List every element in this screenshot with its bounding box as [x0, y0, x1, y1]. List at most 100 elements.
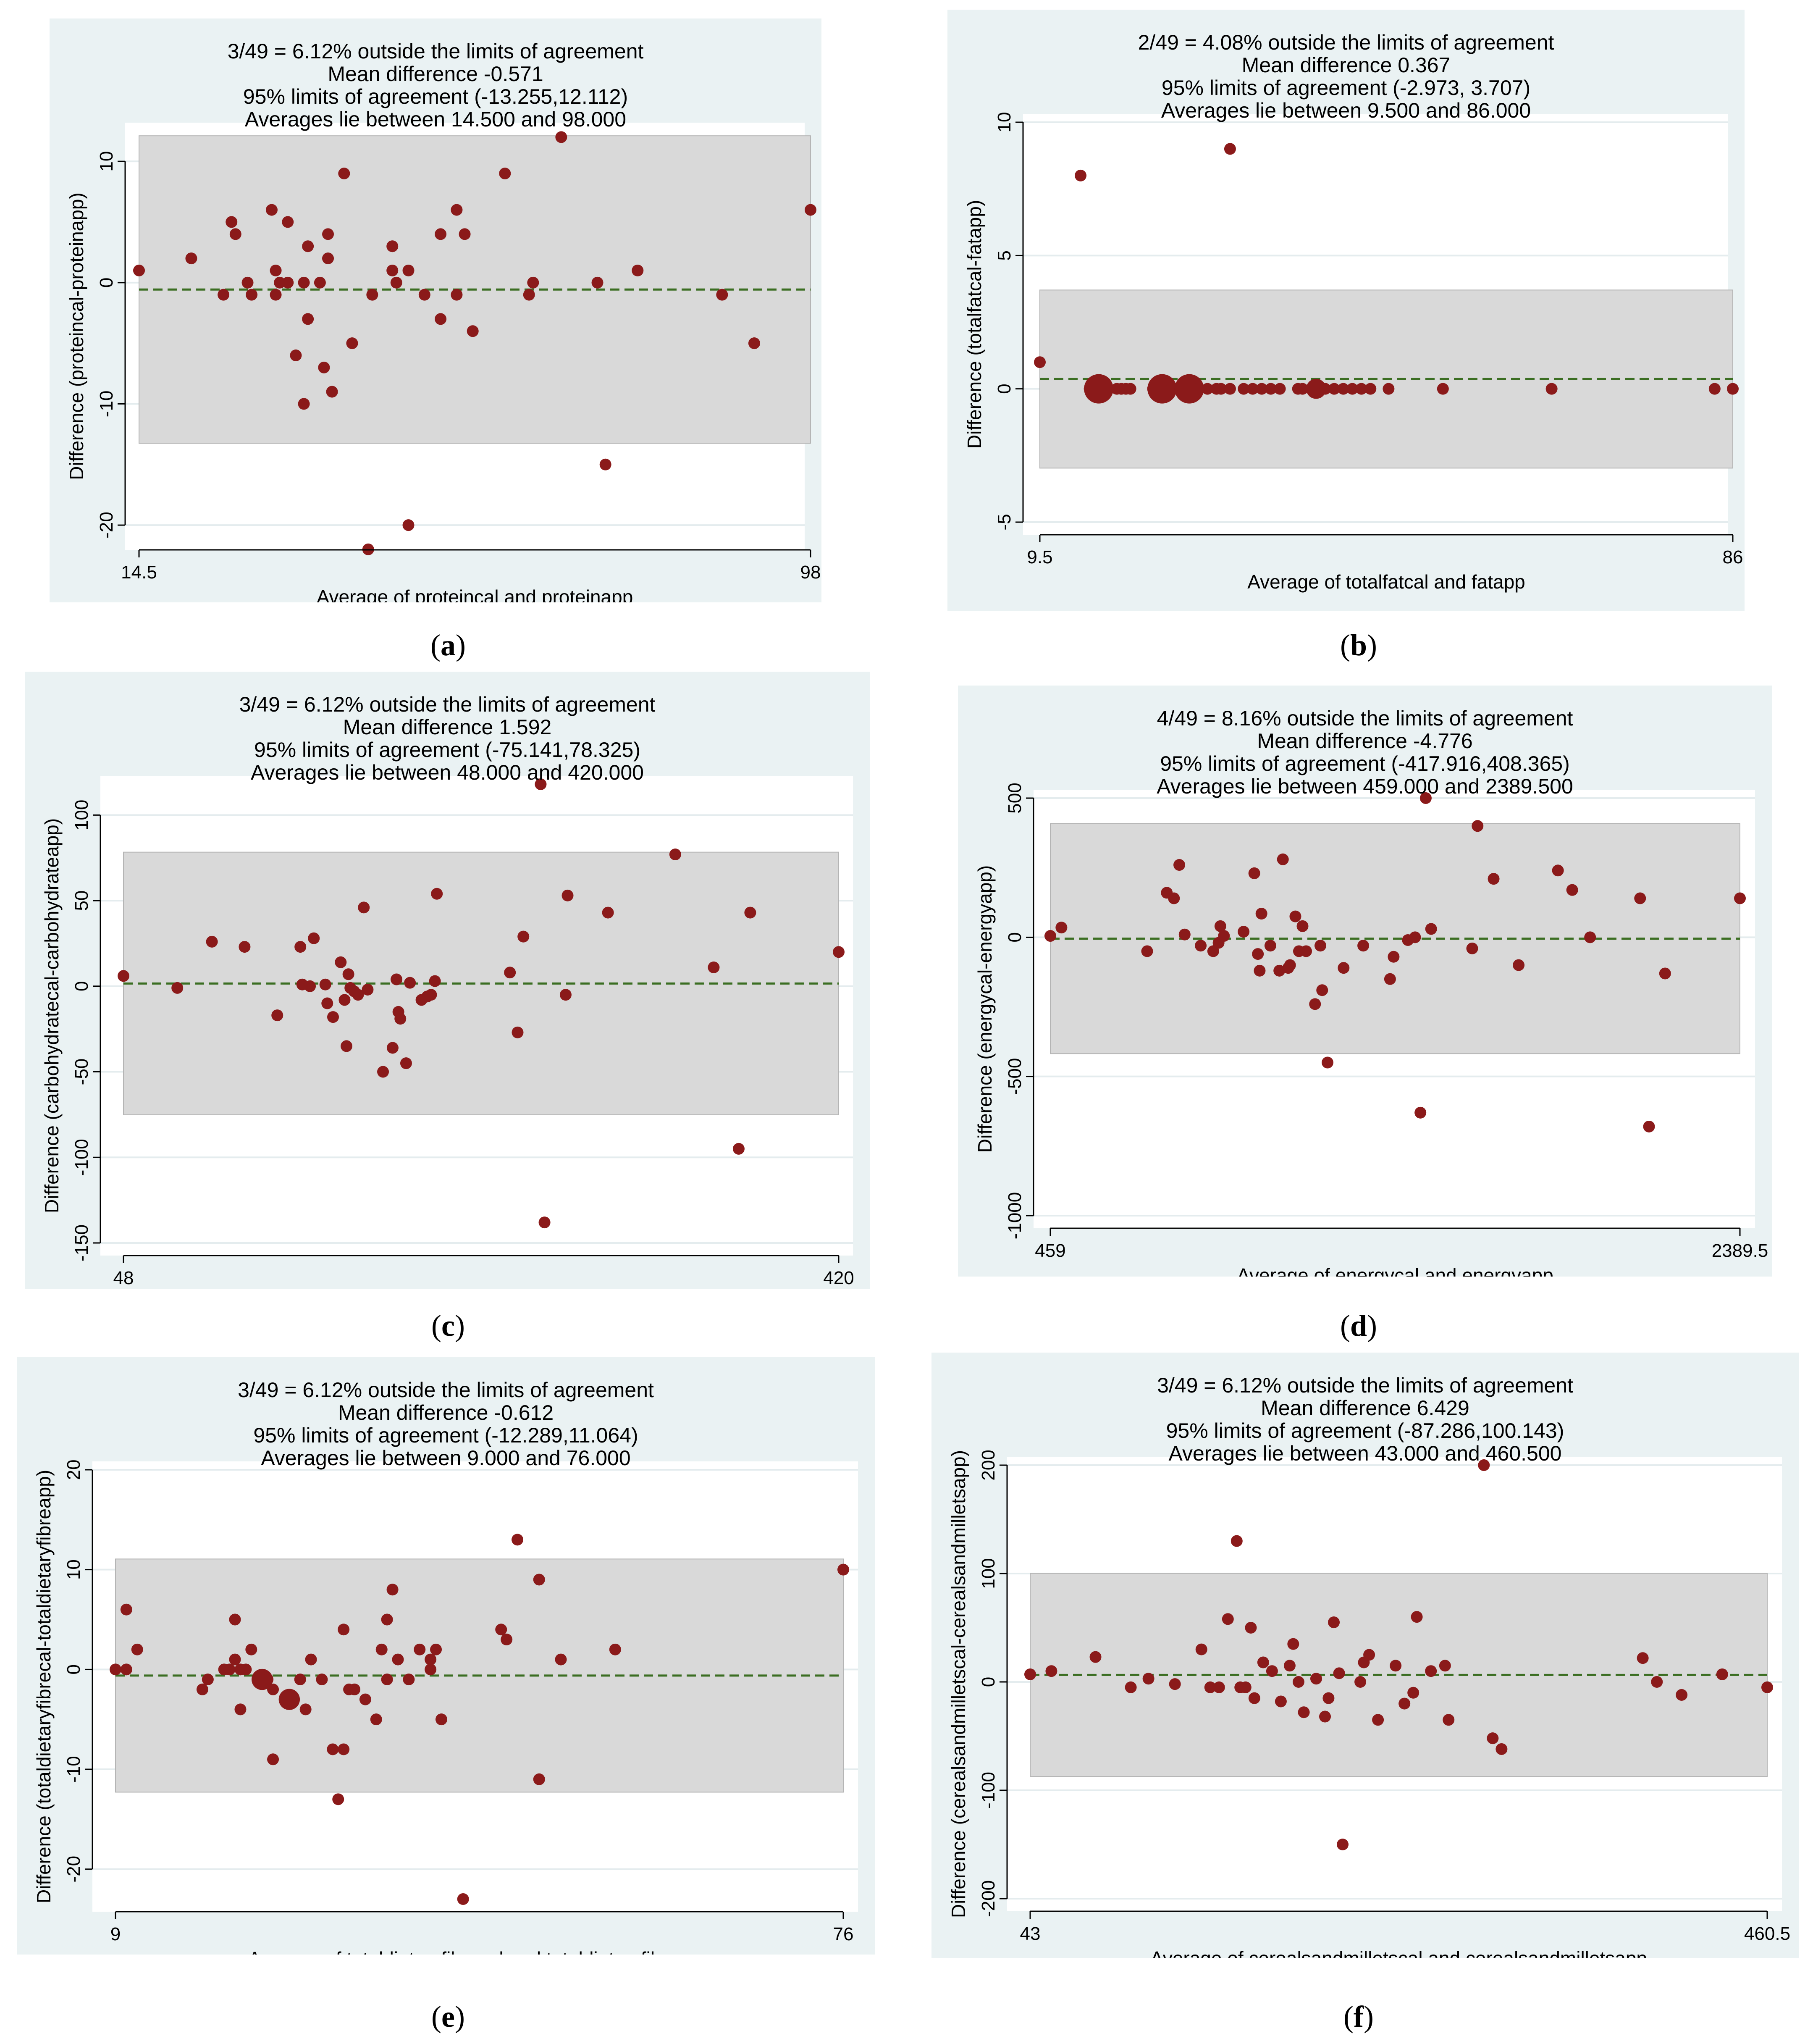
data-point	[1102, 383, 1114, 395]
x-tick-label: 9	[110, 1924, 121, 1944]
data-point	[1310, 1673, 1322, 1685]
data-point	[632, 264, 644, 276]
chart-panel-e: -20 -10 0 10 20 9 76 Difference (totaldietaryfi…	[17, 1357, 875, 1970]
y-tick-label: -10	[96, 391, 117, 418]
data-point	[1173, 859, 1186, 871]
data-point	[602, 906, 614, 919]
data-point	[1178, 928, 1191, 941]
data-point	[1215, 383, 1227, 395]
data-point	[120, 1603, 132, 1616]
data-point	[1124, 383, 1136, 395]
chart-title-line: 2/49 = 4.08% outside the limits of agree…	[1138, 31, 1554, 54]
chart-title-line: 95% limits of agreement (-2.973, 3.707)	[1162, 76, 1530, 100]
data-point	[1275, 1695, 1287, 1708]
y-axis-title: Difference (totaldietaryfibrecal-totaldi…	[33, 1470, 55, 1903]
data-point	[1125, 1681, 1137, 1693]
data-point	[229, 1613, 241, 1626]
data-point	[732, 1143, 745, 1155]
data-point	[1024, 1668, 1036, 1680]
data-point	[609, 1643, 621, 1655]
data-point	[133, 264, 145, 276]
panel-caption-c: (c)	[431, 1309, 465, 1343]
x-tick-label: 14.5	[121, 562, 157, 583]
data-point	[435, 313, 447, 325]
data-point	[837, 1563, 849, 1576]
data-point	[352, 989, 364, 1001]
chart-title-line: 3/49 = 6.12% outside the limits of agree…	[239, 693, 656, 716]
data-point	[599, 458, 611, 470]
data-point	[833, 946, 845, 958]
data-point	[1552, 864, 1564, 877]
data-point	[1195, 940, 1207, 952]
data-point	[1273, 964, 1286, 977]
y-tick-label: -500	[1005, 1058, 1025, 1095]
y-tick-label: 0	[994, 384, 1015, 394]
data-point	[1266, 1665, 1278, 1677]
data-point	[1044, 930, 1056, 942]
data-point	[338, 1624, 350, 1636]
data-point	[1075, 169, 1087, 181]
data-point	[1055, 922, 1068, 934]
data-point	[1292, 1676, 1304, 1688]
data-point	[271, 1009, 283, 1022]
data-point	[241, 276, 254, 289]
data-point	[533, 1773, 545, 1785]
y-tick-label: -150	[71, 1224, 92, 1261]
data-point	[1238, 926, 1250, 938]
data-point	[538, 1216, 551, 1229]
data-point	[326, 386, 338, 398]
data-point	[1761, 1681, 1773, 1693]
data-point	[274, 276, 286, 289]
data-point	[402, 519, 415, 531]
y-tick-label: 10	[994, 112, 1015, 133]
chart-title-line: Mean difference 6.429	[1261, 1396, 1469, 1420]
data-point	[435, 228, 447, 240]
y-axis-title: Difference (cerealsandmilletscal-cereals…	[947, 1450, 969, 1918]
data-point	[1319, 1710, 1331, 1723]
data-point	[298, 276, 310, 289]
y-tick-label: -1000	[1005, 1192, 1025, 1240]
data-point	[1089, 1651, 1102, 1663]
data-point	[290, 349, 302, 362]
data-point	[1443, 1714, 1455, 1726]
y-axis-title: Difference (carbohydratecal-carbohydrate…	[41, 818, 63, 1213]
data-point	[370, 1713, 382, 1726]
data-point	[499, 168, 511, 180]
data-point	[425, 1663, 437, 1676]
data-point	[1727, 383, 1739, 395]
y-tick-label: 5	[994, 250, 1015, 260]
data-point	[1566, 884, 1578, 896]
data-point	[171, 982, 184, 994]
data-point	[1239, 1681, 1252, 1693]
data-point	[1192, 383, 1204, 395]
data-point	[1246, 383, 1259, 395]
data-point	[223, 1663, 236, 1676]
data-point	[1384, 973, 1396, 985]
data-point	[1248, 867, 1260, 879]
chart-title-line: Mean difference 1.592	[343, 715, 552, 739]
y-tick-label: 0	[978, 1677, 999, 1687]
data-point	[414, 1643, 426, 1655]
chart-title-line: 3/49 = 6.12% outside the limits of agree…	[228, 39, 644, 63]
data-point	[748, 337, 760, 349]
y-tick-label: -10	[63, 1756, 84, 1783]
data-point	[1328, 383, 1340, 395]
data-point	[278, 1689, 300, 1710]
data-point	[1488, 873, 1500, 885]
y-tick-label: -5	[994, 514, 1015, 530]
data-point	[744, 906, 756, 919]
data-point	[245, 1643, 257, 1655]
chart-svg-f: -200 -100 0 100 200 43 460.5 Difference (cereal…	[947, 1374, 1790, 1969]
data-point	[1322, 1056, 1334, 1069]
data-point	[1496, 1743, 1508, 1755]
data-point	[1309, 998, 1321, 1010]
data-point	[1306, 378, 1326, 399]
data-point	[512, 1026, 524, 1038]
data-point	[1383, 383, 1395, 395]
data-point	[1487, 1732, 1499, 1744]
limits-of-agreement-band	[1030, 1573, 1768, 1777]
data-point	[265, 204, 278, 216]
data-point	[1388, 951, 1400, 963]
data-point	[1245, 1622, 1257, 1634]
chart-title-line: Averages lie between 14.500 and 98.000	[245, 108, 626, 131]
